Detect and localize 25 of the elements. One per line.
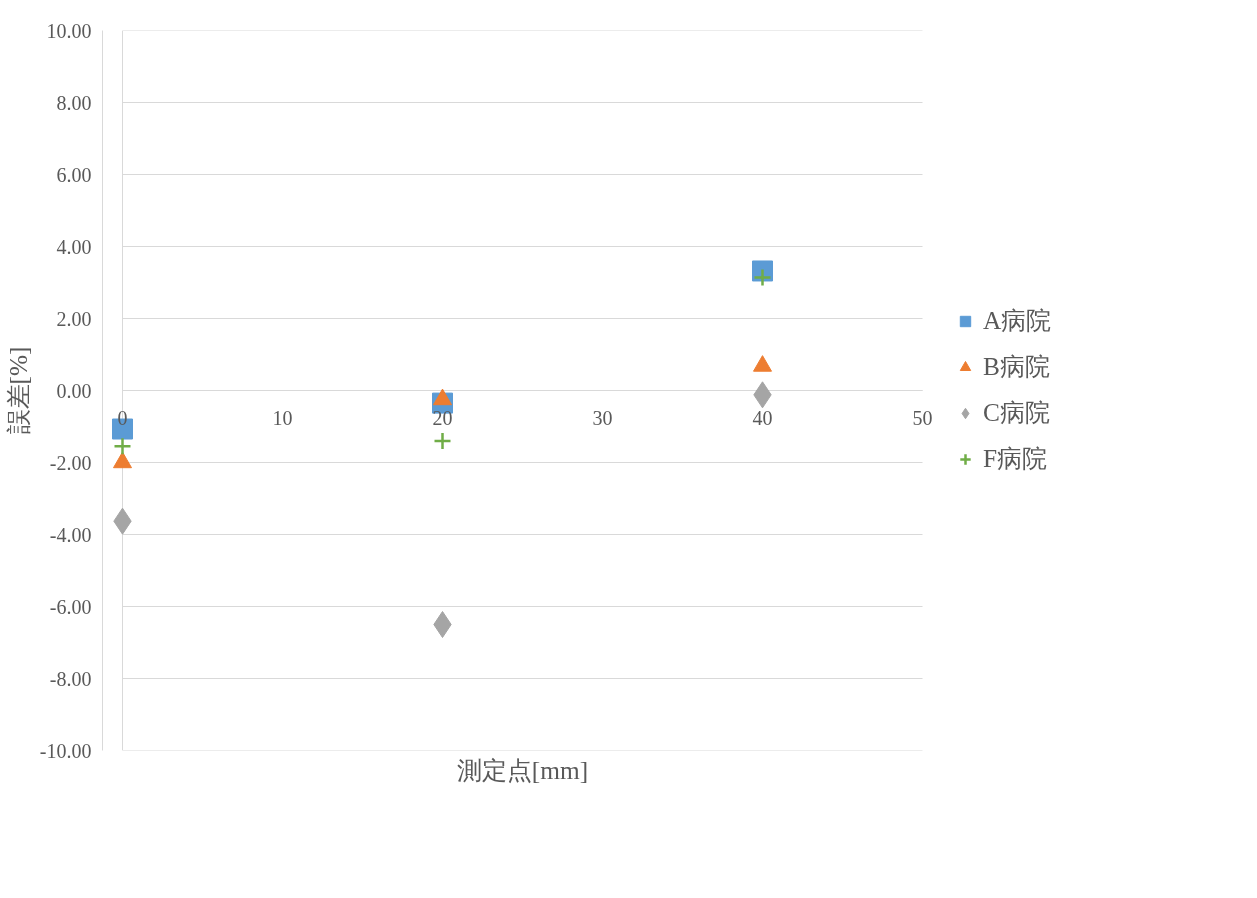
y-tick-label: 0.00 <box>56 379 92 402</box>
y-tick-label: -4.00 <box>49 523 92 546</box>
legend-label: A病院 <box>983 305 1052 336</box>
point <box>433 611 452 638</box>
legend-label: C病院 <box>983 397 1050 428</box>
y-tick-label: 8.00 <box>56 91 92 114</box>
point <box>113 437 132 456</box>
legend-label: B病院 <box>983 351 1050 382</box>
y-tick-label: -8.00 <box>49 667 92 690</box>
point <box>753 268 772 287</box>
y-axis-title: 誤差[%] <box>3 346 32 435</box>
x-tick-label: 50 <box>912 406 933 429</box>
x-axis-title: 測定点[mm] <box>456 755 589 784</box>
y-tick-label: 4.00 <box>56 235 92 258</box>
legend-label: F病院 <box>983 443 1048 474</box>
y-tick-label: -6.00 <box>49 595 92 618</box>
y-tick-label: -2.00 <box>49 451 92 474</box>
x-tick-label: 30 <box>592 406 613 429</box>
y-tick-label: -10.00 <box>39 739 92 762</box>
y-tick-label: 2.00 <box>56 307 92 330</box>
y-tick-label: 6.00 <box>56 163 92 186</box>
x-tick-label: 40 <box>752 406 773 429</box>
x-tick-label: 10 <box>272 406 293 429</box>
y-tick-label: 10.00 <box>46 19 92 42</box>
point <box>433 431 452 451</box>
